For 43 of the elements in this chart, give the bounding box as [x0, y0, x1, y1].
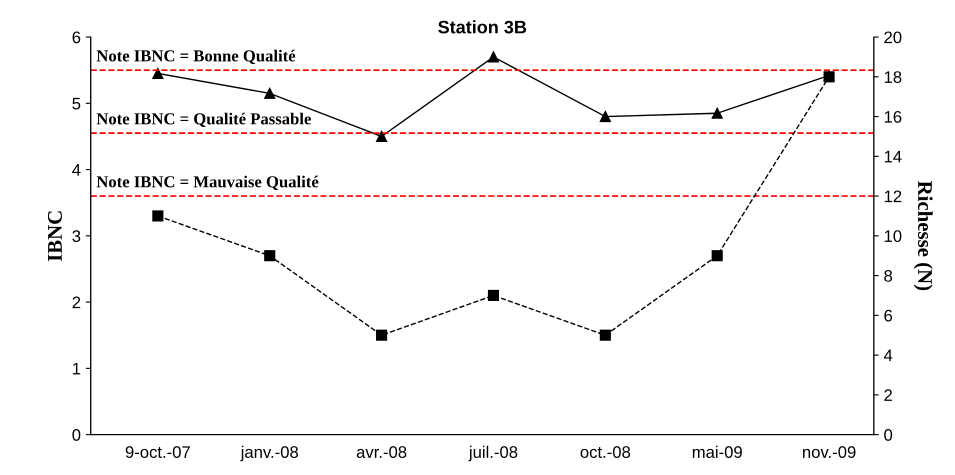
ref-line-label: Note IBNC = Qualité Passable: [96, 112, 311, 127]
x-tick-label: nov.-09: [803, 446, 856, 458]
ref-line-label: Note IBNC = Mauvaise Qualité: [96, 176, 318, 190]
y2-tick-label: 14: [884, 150, 902, 162]
y-tick-label: 0: [72, 429, 80, 441]
y2-tick-label: 20: [884, 31, 902, 44]
y-tick-label: 3: [72, 230, 80, 242]
x-tick-label: 9-oct.-07: [126, 446, 190, 458]
y-tick-label: 5: [72, 98, 80, 110]
point: [264, 88, 276, 99]
y-tick-label: 6: [72, 31, 80, 44]
x-tick-label: janv.-08: [240, 446, 298, 462]
y2-tick-label: 0: [884, 429, 892, 441]
y-tick-label: 1: [73, 362, 80, 374]
point: [376, 330, 388, 341]
point: [488, 51, 500, 62]
y2-tick-label: 6: [884, 310, 892, 322]
point: [712, 250, 723, 262]
y2-tick-label: 2: [884, 389, 892, 401]
point: [712, 108, 723, 119]
y-tick-label: 2: [72, 296, 80, 308]
x-tick-label: mai-09: [692, 446, 742, 458]
y2-tick-label: 18: [884, 71, 902, 84]
y2-tick-label: 10: [884, 230, 902, 242]
point: [376, 130, 388, 142]
y2-tick-label: 12: [884, 190, 902, 202]
x-tick-label: oct.-08: [580, 446, 630, 458]
chart-title: Station 3B: [438, 20, 526, 34]
y2-tick-label: 4: [884, 350, 892, 362]
point: [600, 111, 611, 122]
y2-tick-label: 8: [884, 270, 892, 282]
y2-axis-title: Richesse (N): [914, 180, 933, 290]
x-tick-label: avr.-08: [356, 446, 406, 458]
y-axis-title: IBNC: [48, 211, 62, 262]
point: [600, 330, 611, 341]
x-tick-label: juil.-08: [468, 446, 518, 462]
point: [152, 210, 164, 222]
y2-tick-label: 16: [884, 110, 902, 123]
point: [488, 290, 500, 302]
ref-line-label: Note IBNC = Bonne Qualité: [96, 50, 296, 64]
point: [264, 250, 276, 262]
point: [152, 68, 164, 80]
y-tick-label: 4: [72, 164, 81, 176]
